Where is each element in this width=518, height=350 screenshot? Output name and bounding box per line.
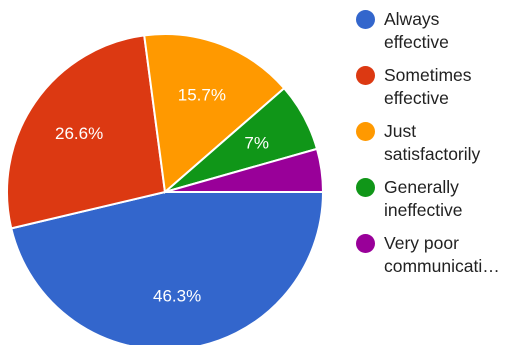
slice-label-3: 15.7% (178, 85, 226, 104)
slice-label-1: 46.3% (153, 287, 201, 306)
legend-label-5: Very poor communicati… (384, 233, 500, 276)
legend-item-2: Sometimes effective (356, 64, 516, 110)
legend-item-4: Generally ineffective (356, 176, 516, 222)
legend-swatch-3 (356, 122, 375, 141)
slice-label-2: 26.6% (55, 124, 103, 143)
pie-slice-2 (6, 34, 167, 230)
legend-label-3: Just satisfactorily (384, 121, 481, 164)
legend-item-5: Very poor communicati… (356, 232, 516, 278)
pie-slice-3 (143, 33, 286, 194)
legend-item-1: Always effective (356, 8, 516, 54)
legend-label-2: Sometimes effective (384, 65, 472, 108)
legend-swatch-4 (356, 178, 375, 197)
slice-label-4: 7% (244, 133, 269, 152)
legend-swatch-2 (356, 66, 375, 85)
legend-label-4: Generally ineffective (384, 177, 463, 220)
pie-slice-5 (164, 147, 325, 193)
legend-swatch-5 (356, 234, 375, 253)
legend-item-3: Just satisfactorily (356, 120, 516, 166)
legend: Always effective Sometimes effective Just … (356, 8, 516, 288)
legend-swatch-1 (356, 10, 375, 29)
legend-label-1: Always effective (384, 9, 449, 52)
